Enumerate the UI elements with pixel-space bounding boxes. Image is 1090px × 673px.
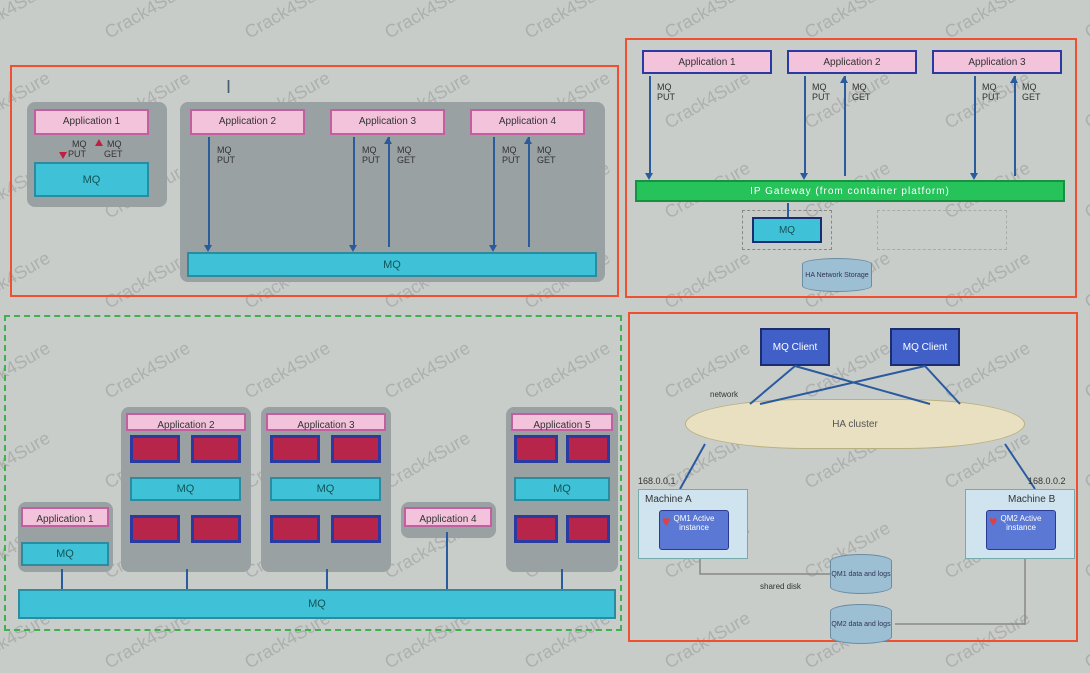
panel-topology-4: MQ Client MQ Client network HA cluster 1… [628,312,1078,642]
mq-client-1: MQ Client [760,328,830,366]
text-cursor: I [226,77,231,98]
ip-b: 168.0.0.2 [1028,476,1066,486]
connector [61,569,63,589]
arrow-icon [489,245,497,252]
red-block [191,515,241,543]
op-label: MQPUT [502,145,520,165]
app-1: Application 1 [642,50,772,74]
red-block [130,435,180,463]
network-lines [630,314,1080,644]
app-3: Application 3 [932,50,1062,74]
red-block [270,515,320,543]
mq-box: MQ [514,477,610,501]
red-block [191,435,241,463]
op-label: MQGET [1022,82,1041,102]
mq-main-bar: MQ [18,589,616,619]
ip-gateway-bar: IP Gateway (from container platform) [635,180,1065,202]
arrow-icon [384,137,392,144]
machine-a: Machine A ♥ QM1 Active instance [638,489,748,559]
app-1: Application 1 [21,507,109,527]
op-label: MQGET [397,145,416,165]
connector [649,76,651,176]
arrow-icon [645,173,653,180]
app-2: Application 2 [126,413,246,431]
ha-cluster: HA cluster [685,399,1025,449]
arrow-icon [95,139,103,146]
connector [208,137,210,247]
mq-main-bar: MQ [187,252,597,277]
red-block [514,435,558,463]
arrow-icon [1010,76,1018,83]
mq-box: MQ [21,542,109,566]
panel-topology-2: Application 1 Application 2 Application … [625,38,1077,298]
mq-box: MQ [270,477,381,501]
mq-container-ghost [877,210,1007,250]
qm1-disk: QM1 data and logs [830,554,892,594]
network-label: network [710,390,738,399]
connector [787,203,789,217]
red-block [270,435,320,463]
qm2-disk: QM2 data and logs [830,604,892,644]
qm2-box: ♥ QM2 Active instance [986,510,1056,550]
app-2: Application 2 [787,50,917,74]
red-block [130,515,180,543]
machine-b: Machine B ♥ QM2 Active instance [965,489,1075,559]
op-label: MQPUT [982,82,1000,102]
connector [528,137,530,247]
connector [844,76,846,176]
red-block [566,435,610,463]
arrow-icon [800,173,808,180]
connector [186,569,188,589]
app-3: Application 3 [266,413,386,431]
storage-cylinder: HA Network Storage [802,258,872,292]
app-2: Application 2 [190,109,305,135]
app-5: Application 5 [511,413,613,431]
op-label: GET [104,149,123,159]
op-label: MQPUT [362,145,380,165]
op-label: MQPUT [217,145,235,165]
arrow-icon [59,152,67,159]
op-label: MQ [107,139,122,149]
arrow-icon [970,173,978,180]
arrow-icon [840,76,848,83]
connector [388,137,390,247]
mq-box: MQ [752,217,822,243]
mq-client-2: MQ Client [890,328,960,366]
mq-box: MQ [130,477,241,501]
app-4: Application 4 [404,507,492,527]
ip-a: 168.0.0.1 [638,476,676,486]
panel-topology-3: Application 1 MQ Application 2 MQ Applic… [4,315,622,631]
red-block [331,435,381,463]
qm1-box: ♥ QM1 Active instance [659,510,729,550]
shared-disk-label: shared disk [760,582,801,591]
op-label: MQPUT [657,82,675,102]
connector [446,532,448,589]
connector [1014,76,1016,176]
red-block [566,515,610,543]
app-1: Application 1 [34,109,149,135]
machine-a-label: Machine A [645,494,692,505]
arrow-icon [349,245,357,252]
panel-topology-1: I Application 1 Application 2 Applicatio… [10,65,619,297]
red-block [331,515,381,543]
connector [493,137,495,247]
connector [561,569,563,589]
mq-small: MQ [34,162,149,197]
red-block [514,515,558,543]
arrow-icon [524,137,532,144]
op-label: MQPUT [812,82,830,102]
op-label: MQ [72,139,87,149]
connector [353,137,355,247]
op-label: MQGET [537,145,556,165]
machine-b-label: Machine B [1008,494,1055,505]
connector [804,76,806,176]
arrow-icon [204,245,212,252]
connector [326,569,328,589]
app-3: Application 3 [330,109,445,135]
connector [974,76,976,176]
op-label: PUT [68,149,86,159]
app-4: Application 4 [470,109,585,135]
op-label: MQGET [852,82,871,102]
